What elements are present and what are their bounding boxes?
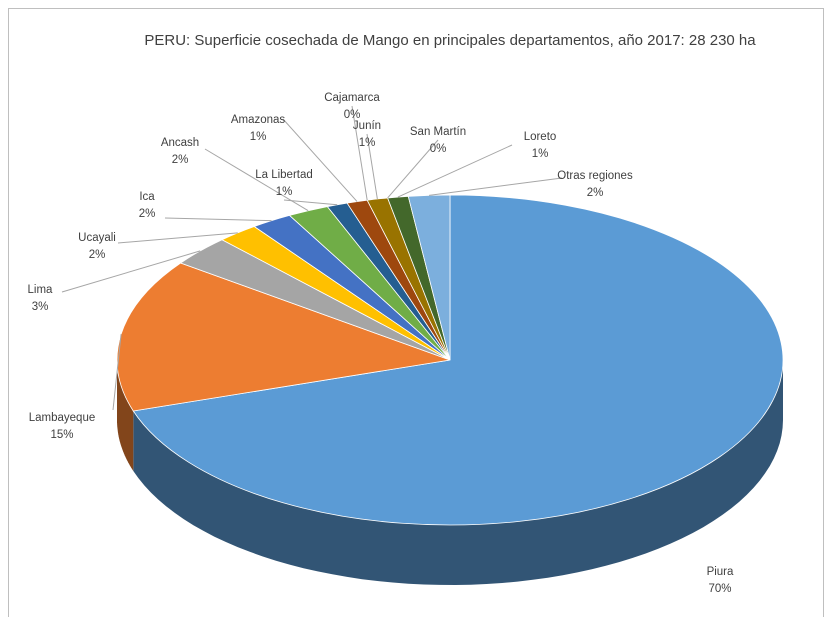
leader-line: [112, 334, 122, 411]
slice: [132, 194, 784, 526]
data-label-name: Amazonas: [231, 114, 286, 126]
data-label-value: 15%: [50, 429, 73, 441]
data-label-value: 0%: [430, 143, 447, 155]
data-label-name: Lima: [28, 284, 54, 296]
data-label-name: Ucayali: [78, 232, 116, 244]
data-label-value: 1%: [359, 137, 376, 149]
data-label-value: 2%: [172, 154, 189, 166]
data-label-value: 1%: [532, 148, 549, 160]
leader-line: [283, 199, 338, 206]
leader-line: [282, 118, 358, 202]
data-label-name: Loreto: [524, 131, 557, 143]
data-label-value: 2%: [89, 249, 106, 261]
data-label-name: Piura: [707, 566, 734, 578]
data-label-value: 1%: [250, 131, 267, 143]
data-label-name: Ancash: [161, 137, 199, 149]
data-label-value: 0%: [344, 109, 361, 121]
data-label-name: Otras regiones: [557, 170, 633, 182]
slice: [116, 262, 451, 412]
data-label-value: 2%: [587, 187, 604, 199]
data-label-name: Ica: [139, 191, 155, 203]
slice-side: [133, 360, 784, 585]
data-label-name: San Martín: [410, 126, 466, 138]
chart-border: [8, 8, 824, 617]
data-label-value: 2%: [139, 208, 156, 220]
leader-line: [351, 105, 368, 201]
chart-title: PERU: Superficie cosechada de Mango en p…: [144, 32, 756, 49]
leader-line: [164, 217, 272, 222]
data-label-value: 70%: [708, 583, 731, 595]
leader-line: [61, 250, 201, 293]
data-label-name: La Libertad: [255, 169, 313, 181]
data-label-value: 3%: [32, 301, 49, 313]
slice-side: [117, 360, 134, 471]
data-label-name: Lambayeque: [29, 412, 96, 424]
data-label-name: Junín: [353, 120, 381, 132]
data-label-name: Cajamarca: [324, 92, 380, 104]
leader-line: [397, 144, 513, 198]
leader-line: [117, 232, 238, 244]
leader-line: [429, 177, 563, 196]
leader-line: [387, 139, 439, 199]
slice: [407, 194, 451, 361]
data-label-value: 1%: [276, 186, 293, 198]
leader-line: [366, 133, 378, 200]
